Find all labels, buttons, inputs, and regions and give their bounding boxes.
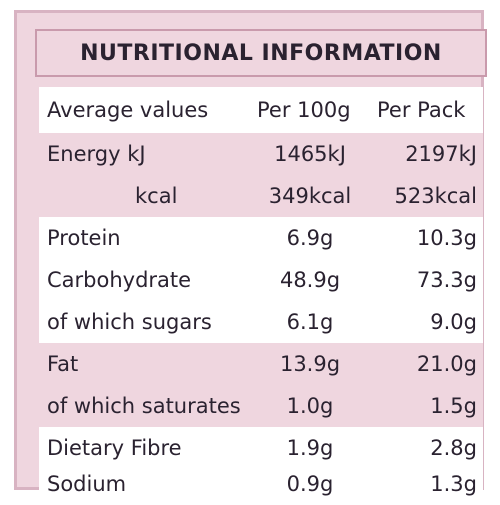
- table-row: of which saturates 1.0g 1.5g: [39, 385, 483, 427]
- row-per-pack: 2197kJ: [405, 142, 477, 166]
- table-row: Carbohydrate 48.9g 73.3g: [39, 259, 483, 301]
- row-per-pack: 73.3g: [416, 268, 477, 292]
- row-per-100g: 1.0g: [286, 394, 334, 418]
- row-per-100g: 48.9g: [279, 268, 341, 292]
- table-row: kcal 349kcal 523kcal: [39, 175, 483, 217]
- table-row: Sodium 0.9g 1.3g: [39, 463, 483, 505]
- row-per-100g: 13.9g: [279, 352, 341, 376]
- table-row: of which sugars 6.1g 9.0g: [39, 301, 483, 343]
- row-label: Dietary Fibre: [47, 436, 182, 460]
- row-label: kcal: [135, 184, 178, 208]
- row-label: of which sugars: [47, 310, 212, 334]
- row-per-100g: 6.1g: [286, 310, 334, 334]
- row-per-100g: 1465kJ: [274, 142, 346, 166]
- nutrition-panel: NUTRITIONAL INFORMATION Average values P…: [14, 10, 487, 501]
- row-label: of which saturates: [47, 394, 241, 418]
- table-header-row: Average values Per 100g Per Pack: [39, 89, 483, 131]
- row-label: Energy kJ: [47, 142, 146, 166]
- row-per-pack: 2.8g: [430, 436, 477, 460]
- table-row: Dietary Fibre 1.9g 2.8g: [39, 427, 483, 469]
- row-per-pack: 1.3g: [430, 472, 477, 496]
- row-per-pack: 1.5g: [430, 394, 477, 418]
- row-per-pack: 21.0g: [416, 352, 477, 376]
- panel-title: NUTRITIONAL INFORMATION: [35, 29, 487, 77]
- row-per-pack: 523kcal: [394, 184, 478, 208]
- row-per-100g: 349kcal: [268, 184, 352, 208]
- row-label: Fat: [47, 352, 79, 376]
- row-per-100g: 1.9g: [286, 436, 334, 460]
- row-label: Carbohydrate: [47, 268, 192, 292]
- row-per-100g: 0.9g: [286, 472, 334, 496]
- table-row: Fat 13.9g 21.0g: [39, 343, 483, 385]
- header-per-pack: Per Pack: [377, 98, 466, 122]
- header-label: Average values: [47, 98, 209, 122]
- nutrition-table: Average values Per 100g Per Pack Energy …: [39, 87, 483, 501]
- row-per-pack: 9.0g: [430, 310, 477, 334]
- row-per-100g: 6.9g: [286, 226, 334, 250]
- row-label: Sodium: [47, 472, 127, 496]
- row-per-pack: 10.3g: [416, 226, 477, 250]
- table-row: Energy kJ 1465kJ 2197kJ: [39, 133, 483, 175]
- row-label: Protein: [47, 226, 121, 250]
- header-per-100g: Per 100g: [257, 98, 351, 122]
- table-row: Protein 6.9g 10.3g: [39, 217, 483, 259]
